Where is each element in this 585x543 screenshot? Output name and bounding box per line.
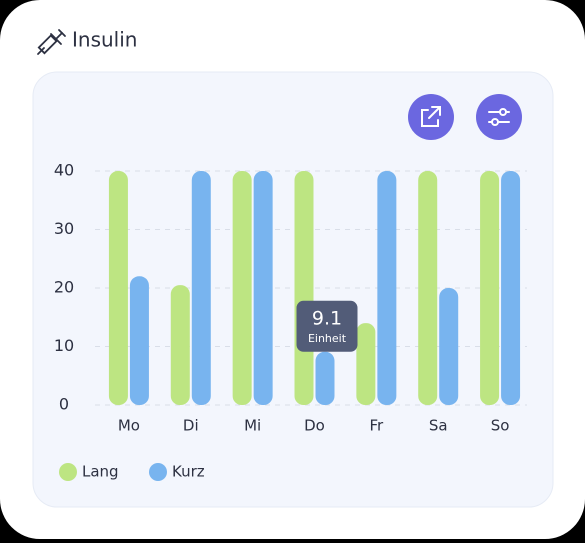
tooltip-unit: Einheit	[308, 332, 347, 345]
bar	[418, 171, 438, 405]
bar	[315, 351, 335, 405]
x-tick-label: So	[491, 417, 510, 435]
y-tick-label: 20	[54, 278, 74, 297]
bar	[253, 171, 273, 405]
x-tick-label: Sa	[429, 417, 448, 435]
tooltip: 9.1 Einheit	[296, 300, 358, 352]
y-tick-label: 0	[59, 395, 69, 414]
bar	[480, 171, 500, 405]
y-tick-label: 30	[54, 219, 74, 238]
x-tick-label: Do	[304, 417, 325, 435]
widget-title: Insulin	[72, 28, 137, 52]
x-tick-label: Fr	[369, 417, 384, 435]
bar	[439, 288, 459, 405]
tooltip-box	[296, 300, 358, 352]
legend-label: Kurz	[172, 463, 205, 481]
x-tick-label: Di	[183, 417, 199, 435]
open-icon	[421, 106, 441, 127]
y-tick-label: 10	[54, 336, 74, 355]
bar	[129, 276, 149, 405]
legend-label: Lang	[82, 463, 119, 481]
filter-button[interactable]	[476, 94, 522, 140]
bar	[501, 171, 521, 405]
bar	[232, 171, 252, 405]
filter-button-bg[interactable]	[476, 94, 522, 140]
legend-swatch	[149, 463, 167, 481]
y-tick-label: 40	[54, 161, 74, 180]
filter-icon	[488, 108, 510, 126]
legend-swatch	[59, 463, 77, 481]
plot: 0 10 20 30 40 Mo Di Mi Do Fr Sa So 9.1 Einheit Lang Kur…	[54, 161, 527, 481]
bar	[356, 323, 376, 405]
tooltip-value: 9.1	[312, 307, 342, 329]
bar	[377, 171, 397, 405]
x-tick-label: Mo	[118, 417, 140, 435]
bar	[294, 171, 314, 405]
bar	[191, 171, 211, 405]
open-button[interactable]	[408, 94, 454, 140]
bar	[170, 285, 190, 405]
x-tick-label: Mi	[244, 417, 261, 435]
syringe-icon	[37, 29, 66, 55]
bar	[108, 171, 128, 405]
